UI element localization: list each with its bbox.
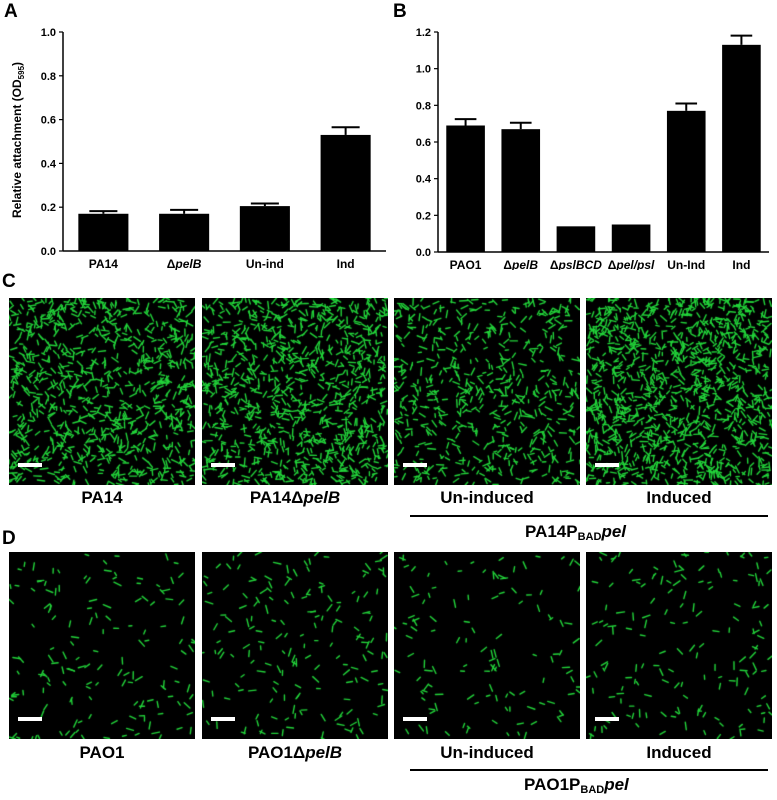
y-tick-label: 0.6 (41, 115, 56, 127)
x-tick-label-4: Δpel/psl (608, 258, 655, 270)
bar-3 (239, 206, 290, 251)
x-tick-label-6: Ind (732, 258, 750, 270)
scale-bar (403, 717, 427, 721)
y-tick-label: 0.4 (41, 158, 57, 170)
x-tick-label-3: Un-ind (246, 257, 284, 270)
bar-2 (501, 129, 541, 252)
bar-6 (722, 44, 761, 253)
group-title-d: PAO1PBADpel (524, 775, 629, 796)
y-tick-label: 0.6 (416, 137, 431, 149)
scale-bar (18, 717, 42, 721)
caption-d-4: Induced (646, 743, 712, 762)
bar-2 (159, 213, 210, 251)
x-tick-label-4: Ind (337, 257, 355, 270)
scale-bar (595, 463, 619, 467)
panel-d-micrograph-3 (394, 552, 580, 739)
scale-bar (211, 463, 235, 467)
x-tick-label-1: PAO1 (450, 258, 482, 270)
scale-bar (211, 717, 235, 721)
scale-bar (403, 463, 427, 467)
caption-c-2: PA14ΔpelB (249, 488, 341, 507)
x-tick-label-2: ΔpelB (503, 258, 538, 270)
caption-d-3: Un-induced (440, 743, 534, 762)
group-title-c: PA14PBADpel (525, 522, 627, 543)
panel-label-a: A (4, 1, 18, 22)
y-tick-label: 1.0 (416, 64, 431, 76)
scale-bar (18, 463, 42, 467)
chart-a-ylabel: Relative attachment (OD595) (10, 62, 26, 218)
caption-d-2: PAO1ΔpelB (247, 743, 343, 762)
y-tick-label: 0.2 (41, 202, 56, 214)
bar-4 (320, 134, 371, 251)
panel-c-micrograph-3 (394, 298, 580, 485)
y-tick-label: 0.8 (41, 71, 56, 83)
bar-5 (666, 110, 706, 252)
chart-b: 0.0 0.2 0.4 0.6 0.8 1.0 1.2 PAO1 ΔpelB ΔpslBCD Δpe… (416, 27, 769, 270)
panel-label-b: B (393, 1, 407, 22)
y-tick-label: 0.0 (416, 247, 431, 259)
panel-c-micrograph-1 (9, 298, 195, 485)
caption-c-4: Induced (646, 488, 712, 507)
y-tick-label: 0.0 (41, 246, 56, 258)
x-tick-label-3: ΔpslBCD (550, 258, 602, 270)
bar-4 (611, 224, 651, 252)
y-tick-label: 0.8 (416, 100, 431, 112)
panel-d-micrograph-1 (9, 552, 195, 739)
bar-1 (446, 125, 485, 252)
x-tick-label-1: PA14 (89, 257, 118, 270)
panel-label-d: D (2, 528, 16, 549)
caption-d-1: PAO1 (79, 743, 125, 762)
panel-c-micrograph-4 (586, 298, 772, 485)
panel-d-micrograph-2 (202, 552, 388, 739)
x-tick-label-5: Un-Ind (667, 258, 705, 270)
y-tick-label: 0.2 (416, 210, 431, 222)
y-tick-label: 0.4 (416, 174, 432, 186)
bar-1 (78, 213, 129, 251)
y-tick-label: 1.0 (41, 27, 56, 39)
bar-3 (556, 226, 596, 252)
bracket-c (410, 515, 768, 517)
caption-c-3: Un-induced (440, 488, 534, 507)
chart-a: Relative attachment (OD595) 0.0 0.2 0.4 0.6… (10, 27, 386, 270)
bracket-d (410, 769, 768, 771)
y-tick-label: 1.2 (416, 27, 431, 39)
x-tick-label-2: ΔpelB (167, 257, 202, 270)
caption-c-1: PA14 (81, 488, 123, 507)
panel-label-c: C (2, 271, 16, 292)
scale-bar (595, 717, 619, 721)
panel-c-micrograph-2 (202, 298, 388, 485)
panel-d-micrograph-4 (586, 552, 772, 739)
